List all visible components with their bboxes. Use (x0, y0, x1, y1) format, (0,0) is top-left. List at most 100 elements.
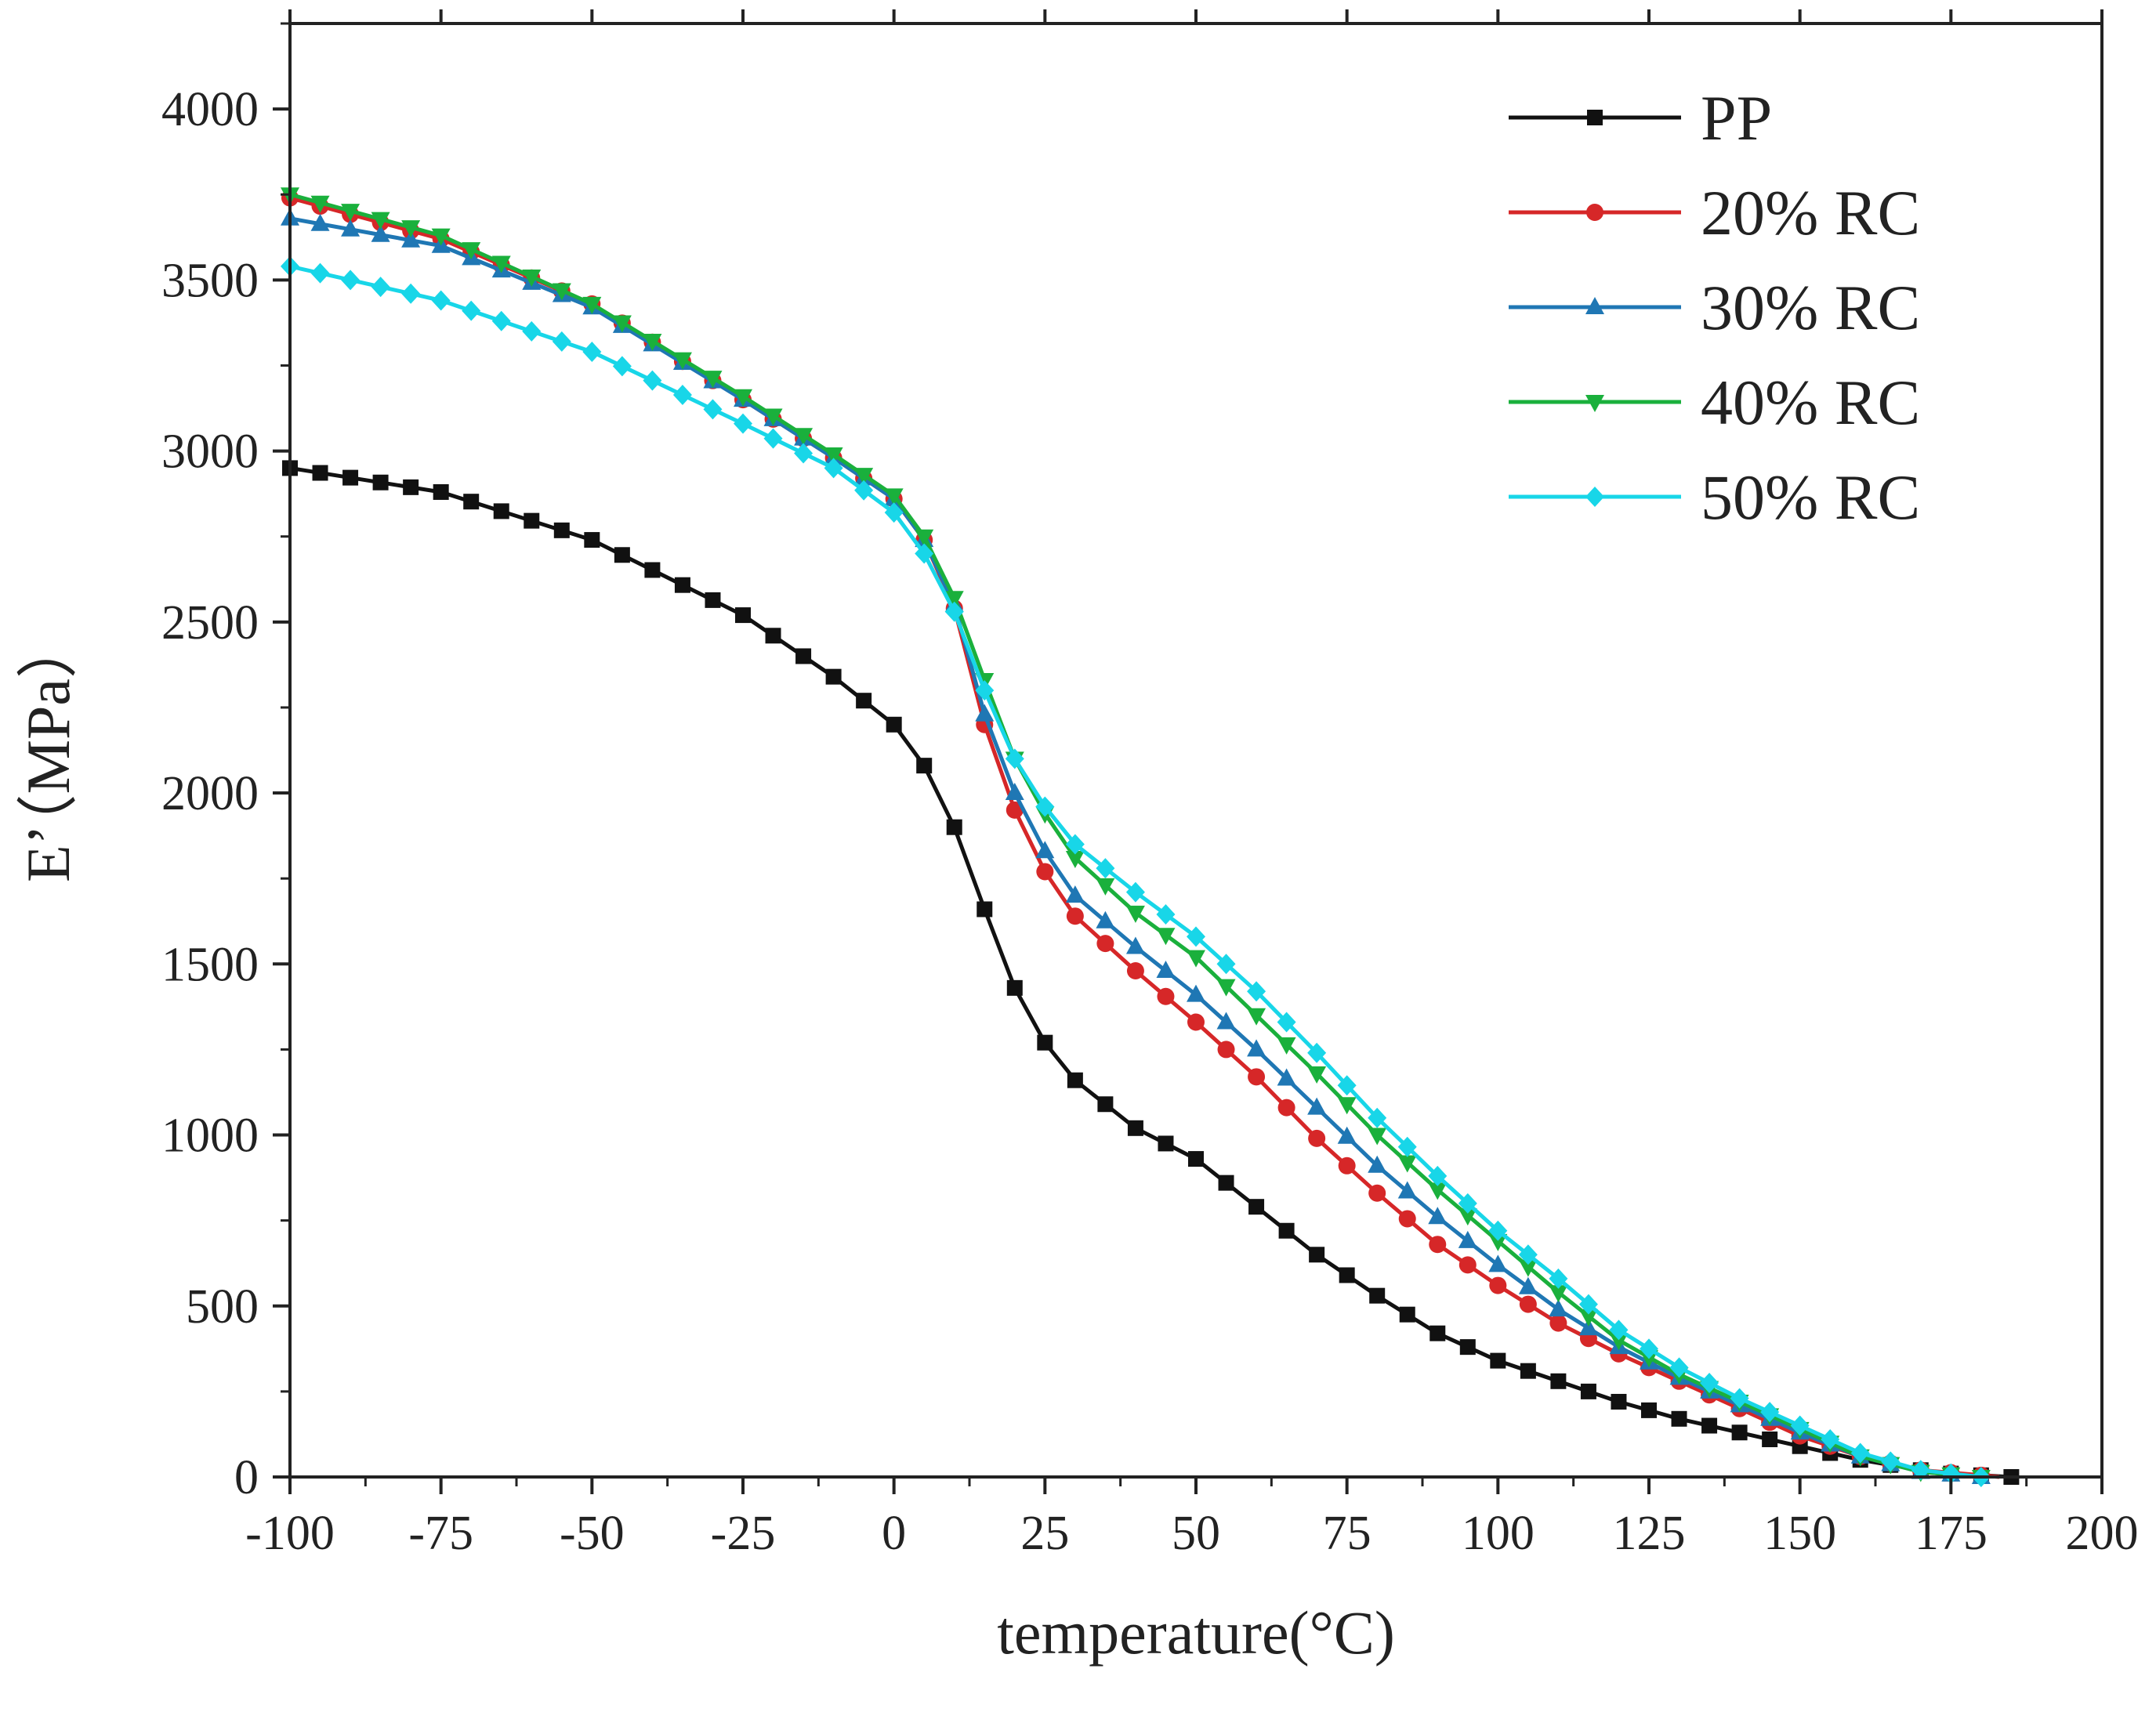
data-point (1307, 1066, 1327, 1084)
data-point (1065, 834, 1085, 855)
data-point (977, 901, 993, 918)
legend-label: PP (1701, 82, 1772, 154)
legend-marker (1585, 297, 1604, 314)
data-point (1490, 1352, 1506, 1369)
data-point (1277, 1068, 1296, 1086)
data-point (1458, 1193, 1477, 1214)
data-point (1218, 1175, 1234, 1191)
legend-label: 40% RC (1701, 367, 1920, 438)
data-point (1428, 1165, 1448, 1186)
data-point (1277, 1012, 1296, 1033)
data-point (341, 204, 361, 222)
data-point (734, 389, 752, 407)
y-axis-title: E’（MPa） (14, 617, 82, 882)
data-point (886, 716, 902, 733)
data-point (1428, 1182, 1448, 1200)
data-point (1308, 1129, 1326, 1147)
legend-item: 40% RC (1509, 367, 1920, 438)
legend-label: 50% RC (1701, 462, 1920, 533)
data-point (1036, 863, 1054, 881)
data-point (1459, 1339, 1476, 1356)
data-point (341, 270, 361, 291)
data-point (854, 468, 874, 486)
data-point (1458, 1208, 1477, 1226)
data-point (1006, 979, 1023, 996)
data-point (1549, 1299, 1568, 1317)
data-point (1700, 1372, 1719, 1393)
data-point (1277, 1037, 1296, 1055)
data-point (794, 428, 813, 446)
data-point (975, 680, 995, 701)
y-tick-label: 4000 (161, 83, 259, 136)
y-tick-label: 3500 (161, 254, 259, 307)
legend-label: 20% RC (1701, 177, 1920, 248)
x-tick-label: 125 (1613, 1507, 1686, 1560)
legend-item: 30% RC (1509, 272, 1920, 343)
data-point (1217, 1041, 1235, 1059)
y-tick-label: 500 (186, 1280, 259, 1334)
data-point (463, 494, 480, 510)
data-point (342, 469, 359, 486)
data-point (795, 648, 812, 664)
x-tick-label: 0 (882, 1507, 906, 1560)
data-point (584, 532, 600, 548)
data-point (1701, 1417, 1718, 1434)
data-point (1338, 1157, 1356, 1175)
data-point (493, 503, 509, 519)
data-point (854, 480, 874, 501)
data-point (431, 228, 451, 246)
legend-item: 50% RC (1509, 462, 1920, 533)
data-point (672, 385, 692, 406)
data-point (1669, 1357, 1689, 1378)
data-point (310, 213, 330, 231)
data-point (1399, 1306, 1415, 1323)
data-point (1127, 1120, 1143, 1136)
data-point (462, 300, 481, 321)
data-point (1368, 1128, 1387, 1146)
data-point (1398, 1210, 1416, 1228)
data-point (916, 758, 933, 774)
data-point (1006, 801, 1024, 819)
data-point (884, 502, 904, 523)
x-tick-label: 25 (1020, 1507, 1069, 1560)
data-point (1640, 1338, 1658, 1359)
data-point (1368, 1184, 1386, 1202)
data-point (975, 704, 995, 722)
data-point (643, 370, 662, 391)
data-point (462, 242, 481, 260)
data-point (401, 283, 421, 304)
data-point (856, 693, 872, 709)
data-point (703, 399, 723, 420)
legend-marker (1586, 204, 1603, 221)
data-point (1520, 1363, 1536, 1379)
data-point (1337, 1097, 1357, 1115)
data-point (915, 543, 934, 564)
data-point (1549, 1314, 1567, 1332)
data-point (1125, 936, 1145, 954)
data-point (431, 290, 451, 311)
data-point (1609, 1319, 1629, 1341)
data-point (1035, 841, 1055, 859)
data-point (1821, 1428, 1840, 1450)
data-point (1247, 1008, 1266, 1026)
data-point (1850, 1442, 1870, 1464)
data-point (1096, 935, 1114, 953)
data-point (884, 488, 904, 506)
data-point (1609, 1333, 1629, 1351)
y-tick-label: 1500 (161, 938, 259, 991)
legend-item: PP (1509, 82, 1772, 154)
data-point (1580, 1383, 1596, 1399)
data-point (643, 334, 662, 352)
x-tick-label: 175 (1915, 1507, 1988, 1560)
x-tick-label: 100 (1462, 1507, 1535, 1560)
data-point (1188, 1151, 1204, 1167)
data-point (612, 356, 632, 377)
legend-marker (1585, 487, 1604, 507)
y-tick-label: 0 (234, 1451, 259, 1504)
data-point (433, 483, 449, 500)
data-point (1458, 1256, 1477, 1274)
data-point (1035, 796, 1055, 817)
x-tick-label: -25 (711, 1507, 776, 1560)
data-point (1005, 783, 1024, 801)
data-point (1578, 1294, 1598, 1315)
